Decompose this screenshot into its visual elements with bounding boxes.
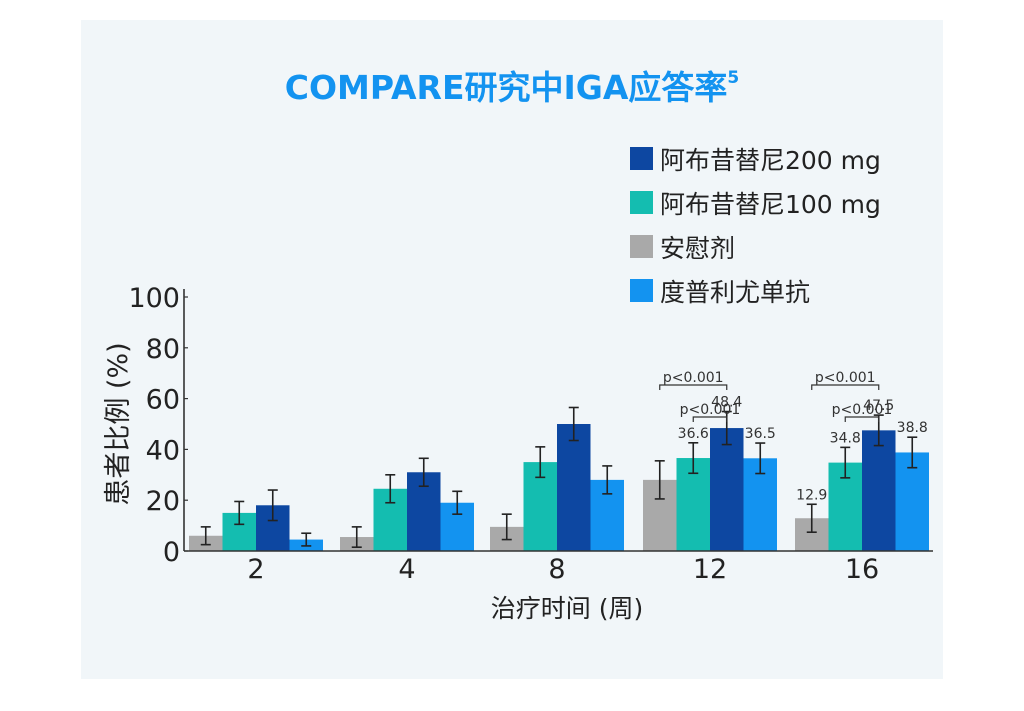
significance-label: p<0.001: [663, 370, 724, 386]
bar: [557, 424, 591, 551]
data-label: 48.4: [711, 395, 742, 411]
significance-bracket: [692, 416, 728, 422]
x-tick-label: 2: [247, 554, 264, 585]
data-label: 47.5: [863, 398, 894, 414]
legend-swatch: [630, 235, 653, 258]
x-tick-label: 4: [398, 554, 415, 585]
legend-label: 阿布昔替尼200 mg: [660, 146, 881, 175]
y-tick-label: 60: [146, 385, 180, 416]
significance-label: p<0.001: [815, 370, 876, 386]
y-tick-label: 20: [146, 486, 180, 517]
significance-bracket: [811, 384, 880, 390]
x-axis-label: 治疗时间 (周): [491, 594, 643, 623]
x-tick-label: 8: [548, 554, 565, 585]
chart-title: COMPARE研究中IGA应答率5: [285, 68, 740, 107]
chart-panel: [81, 20, 943, 679]
y-tick-label: 80: [146, 334, 180, 365]
y-axis-label: 患者比例 (%): [103, 342, 134, 505]
data-label: 36.5: [745, 426, 776, 442]
significance-bracket: [844, 416, 880, 422]
significance-label: p<0.001: [680, 402, 741, 418]
x-tick-label: 16: [845, 554, 879, 585]
data-label: 36.6: [678, 426, 709, 442]
data-label: 12.9: [796, 487, 827, 503]
data-label: 34.8: [830, 430, 861, 446]
legend-swatch: [630, 147, 653, 170]
y-tick-label: 100: [128, 283, 180, 314]
bar: [710, 428, 744, 551]
y-tick-label: 0: [163, 537, 180, 568]
x-tick-label: 12: [693, 554, 727, 585]
title-superscript: 5: [727, 68, 739, 88]
bar: [862, 430, 896, 551]
legend-label: 阿布昔替尼100 mg: [660, 190, 881, 219]
data-label: 38.8: [897, 420, 928, 436]
y-tick-label: 40: [146, 435, 180, 466]
legend-swatch: [630, 191, 653, 214]
significance-label: p<0.001: [832, 402, 893, 418]
legend-label: 安慰剂: [660, 234, 735, 263]
significance-bracket: [659, 384, 728, 390]
bar: [895, 452, 929, 551]
legend-label: 度普利尤单抗: [660, 278, 810, 307]
legend-swatch: [630, 279, 653, 302]
